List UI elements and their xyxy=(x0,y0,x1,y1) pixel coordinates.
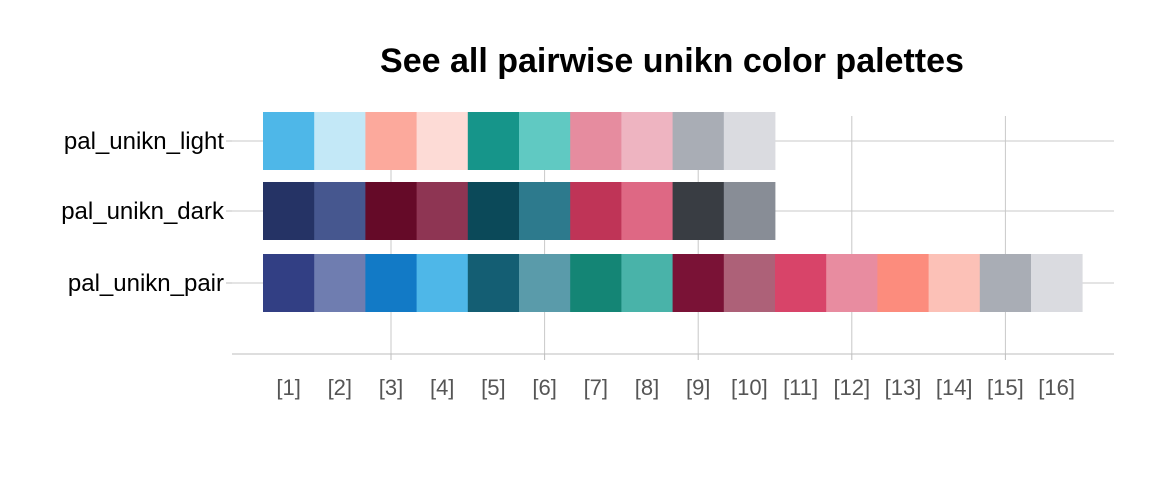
color-tile xyxy=(365,254,417,312)
y-axis-labels: pal_unikn_light pal_unikn_dark pal_unikn_p… xyxy=(61,128,225,297)
palette-label: pal_unikn_pair xyxy=(68,270,224,297)
color-tile xyxy=(365,112,417,170)
x-tick-label: [6] xyxy=(532,375,556,400)
color-tile xyxy=(314,112,366,170)
color-tile xyxy=(263,182,315,240)
color-tile xyxy=(1031,254,1083,312)
color-tile xyxy=(416,254,469,312)
color-tile xyxy=(723,112,776,170)
x-tick-label: [15] xyxy=(987,375,1024,400)
color-tile xyxy=(314,254,366,312)
x-tick-label: [7] xyxy=(584,375,608,400)
color-tile xyxy=(570,112,622,170)
x-tick-label: [3] xyxy=(379,375,403,400)
x-tick-label: [14] xyxy=(936,375,973,400)
color-tile xyxy=(365,182,417,240)
color-tile xyxy=(467,254,520,312)
x-tick-label: [13] xyxy=(885,375,922,400)
x-tick-label: [10] xyxy=(731,375,768,400)
color-tile xyxy=(263,254,315,312)
x-tick-label: [9] xyxy=(686,375,710,400)
color-tile xyxy=(672,254,725,312)
color-tile xyxy=(672,182,725,240)
color-tile xyxy=(416,112,469,170)
color-tile xyxy=(928,254,981,312)
color-tile xyxy=(467,182,520,240)
color-tile xyxy=(416,182,469,240)
color-tile xyxy=(723,182,776,240)
x-tick-label: [8] xyxy=(635,375,659,400)
color-tile xyxy=(621,182,673,240)
color-tile xyxy=(877,254,929,312)
color-tile xyxy=(519,182,571,240)
color-tile xyxy=(570,182,622,240)
color-tile xyxy=(621,112,673,170)
color-tile xyxy=(775,254,827,312)
color-tile xyxy=(723,254,776,312)
color-tile xyxy=(979,254,1032,312)
palette-label: pal_unikn_light xyxy=(64,128,224,155)
x-axis-tick-labels: [1] [2] [3] [4] [5] [6] [7] [8] [9] [10] [11] [12] [… xyxy=(276,375,1075,400)
color-tile xyxy=(467,112,520,170)
color-tile xyxy=(519,112,571,170)
color-tile xyxy=(263,112,315,170)
color-tile xyxy=(314,182,366,240)
color-tile xyxy=(519,254,571,312)
x-tick-label: [5] xyxy=(481,375,505,400)
x-tick-label: [16] xyxy=(1038,375,1075,400)
x-tick-label: [2] xyxy=(328,375,352,400)
color-tile xyxy=(826,254,878,312)
x-tick-label: [11] xyxy=(783,375,818,400)
x-tick-label: [1] xyxy=(276,375,300,400)
chart-title: See all pairwise unikn color palettes xyxy=(380,42,964,80)
x-tick-label: [4] xyxy=(430,375,454,400)
tile-layer xyxy=(263,112,1083,312)
palette-label: pal_unikn_dark xyxy=(61,198,225,225)
color-tile xyxy=(621,254,673,312)
x-tick-label: [12] xyxy=(833,375,870,400)
color-tile xyxy=(570,254,622,312)
color-tile xyxy=(672,112,725,170)
